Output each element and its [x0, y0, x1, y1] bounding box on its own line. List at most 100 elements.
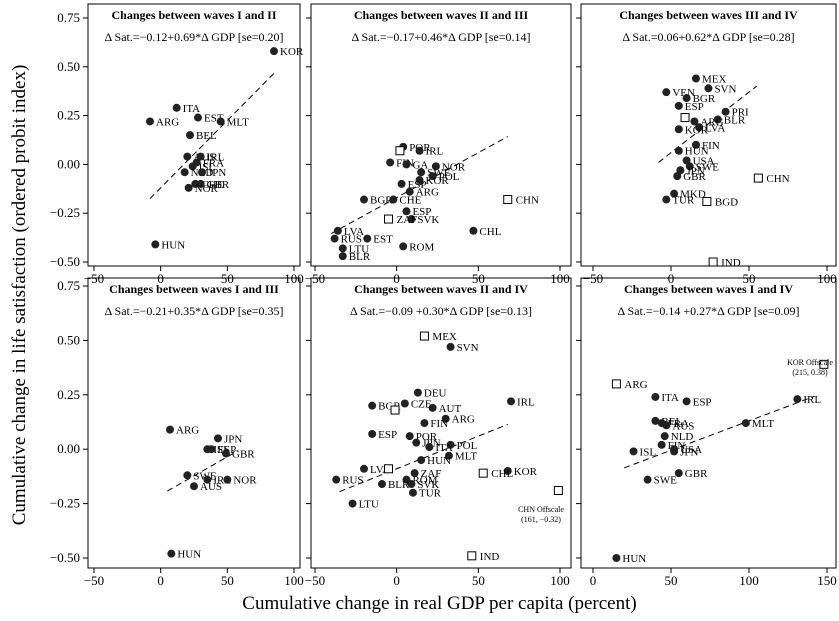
- data-point: [415, 146, 424, 155]
- data-point: [691, 74, 700, 83]
- open-point: [467, 551, 477, 561]
- point-label: POL: [457, 440, 478, 452]
- regression-equation: Δ Sat.=−0.09 +0.30*Δ GDP [se=0.13]: [350, 304, 532, 318]
- data-point: [651, 392, 660, 401]
- point-label: ESP: [685, 101, 704, 113]
- point-label: KOR: [514, 466, 538, 478]
- data-point: [507, 397, 515, 406]
- point-label: JPN: [224, 433, 242, 445]
- data-point: [410, 469, 419, 478]
- data-point: [431, 162, 440, 171]
- data-point: [405, 432, 414, 441]
- data-point: [444, 451, 453, 460]
- data-point: [662, 88, 671, 97]
- data-point: [402, 207, 411, 216]
- point-label: ESP: [693, 396, 712, 408]
- point-label: FIN: [702, 140, 720, 152]
- point-label: HUN: [685, 146, 709, 158]
- open-point: [390, 405, 400, 415]
- data-point: [409, 488, 417, 497]
- point-label: CZE: [411, 399, 432, 411]
- y-tick-label: −0.50: [50, 254, 80, 269]
- x-tick-label: 50: [472, 573, 485, 588]
- point-label: GBR: [232, 449, 255, 461]
- data-point: [417, 168, 426, 177]
- data-point: [793, 395, 802, 404]
- data-point: [399, 242, 408, 251]
- data-point: [690, 117, 699, 126]
- data-point: [428, 403, 437, 412]
- x-tick-label: 100: [739, 573, 759, 588]
- data-point: [673, 172, 682, 181]
- point-label: LTU: [349, 243, 369, 255]
- point-label: LVA: [705, 122, 725, 134]
- x-axis-label: Cumulative change in real GDP per capita…: [242, 593, 637, 614]
- fit-line: [167, 450, 239, 492]
- point-label: ROM: [409, 241, 434, 253]
- y-tick-label: 0.25: [57, 108, 80, 123]
- point-label: NOR: [233, 475, 257, 487]
- point-label: ESP: [408, 179, 427, 191]
- data-point: [413, 388, 422, 397]
- x-tick-label: 100: [284, 573, 304, 588]
- point-label: GBR: [207, 179, 230, 191]
- open-point: [384, 464, 393, 474]
- data-point: [397, 179, 406, 188]
- point-label: FIN: [430, 418, 448, 430]
- data-point: [146, 117, 154, 126]
- point-label: LVA: [344, 226, 364, 238]
- panel-frame: [310, 277, 572, 569]
- point-label: ROM: [412, 475, 437, 487]
- data-point: [446, 440, 455, 449]
- point-label: HUN: [177, 549, 201, 561]
- data-point: [194, 113, 202, 122]
- open-point: [708, 257, 718, 267]
- panel-title: Changes between waves II and III: [354, 8, 529, 22]
- open-point: [611, 379, 621, 389]
- data-point: [338, 244, 347, 253]
- point-label: POL: [439, 171, 460, 183]
- point-label: DEU: [424, 388, 447, 400]
- data-point: [662, 421, 671, 430]
- data-point: [183, 152, 192, 161]
- data-point: [407, 480, 416, 489]
- data-point: [400, 399, 409, 408]
- point-label: USA: [680, 444, 702, 456]
- point-label: IRL: [207, 152, 225, 164]
- panel-frame: [87, 3, 301, 267]
- data-point: [643, 475, 652, 484]
- point-label: GA: [412, 159, 428, 171]
- point-label: IND: [480, 551, 500, 563]
- data-point: [183, 471, 192, 480]
- data-point: [151, 240, 160, 249]
- panel-title: Changes between waves I and II: [111, 8, 276, 22]
- point-label: KOR: [426, 175, 450, 187]
- data-point: [203, 475, 212, 484]
- data-point: [682, 156, 691, 165]
- data-point: [368, 429, 377, 438]
- data-point: [651, 416, 660, 425]
- data-point: [629, 447, 638, 456]
- point-label: MLT: [227, 116, 249, 128]
- point-label: SVN: [457, 342, 479, 354]
- point-label: BGR: [693, 93, 716, 105]
- fit-line: [624, 395, 815, 469]
- data-point: [405, 187, 414, 196]
- point-label: BLR: [349, 251, 371, 263]
- data-point: [186, 131, 194, 140]
- data-point: [660, 432, 669, 441]
- point-label: MEX: [702, 74, 727, 86]
- point-label: ARG: [700, 116, 723, 128]
- data-point: [612, 554, 621, 562]
- point-label: JPN: [686, 165, 704, 177]
- data-point: [167, 549, 176, 558]
- x-tick-label: −50: [84, 573, 104, 588]
- y-tick-label: 0.00: [57, 156, 80, 171]
- data-point: [196, 179, 205, 188]
- open-point: [503, 195, 513, 205]
- data-point: [670, 447, 679, 456]
- regression-equation: Δ Sat.=−0.14 +0.27*Δ GDP [se=0.09]: [617, 304, 799, 318]
- x-tick-label: 0: [590, 573, 597, 588]
